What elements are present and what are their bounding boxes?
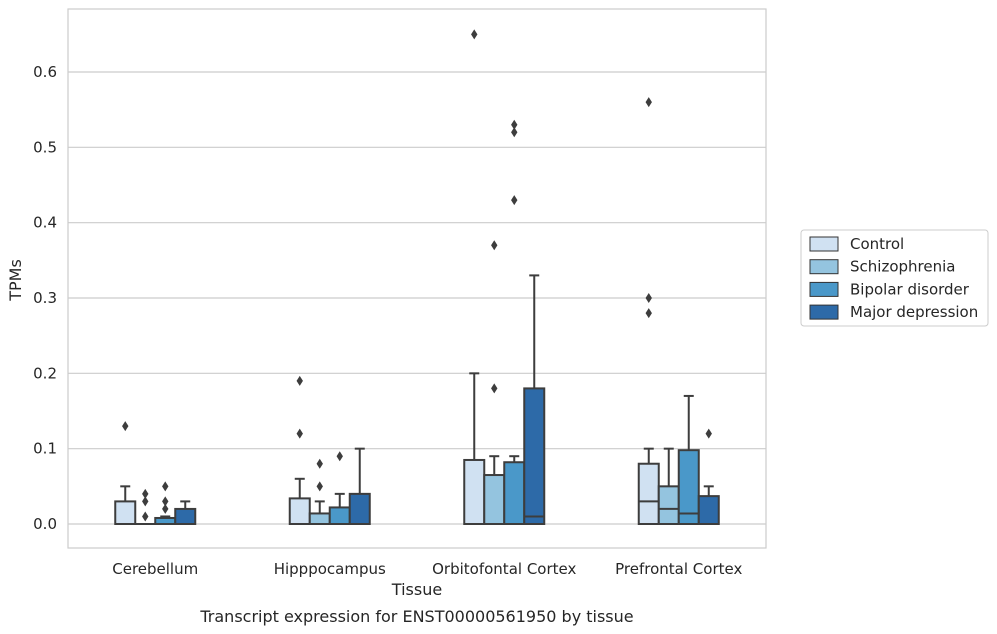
- outlier-point: [296, 375, 303, 386]
- outlier-point: [705, 428, 712, 439]
- y-tick-label: 0.0: [33, 515, 57, 533]
- legend-item-control: Control: [809, 235, 904, 253]
- box-body: [308, 512, 331, 525]
- box-control: [637, 97, 660, 526]
- box-major-depression: [697, 428, 720, 526]
- box-major-depression: [348, 447, 371, 526]
- legend-item-schizophrenia: Schizophrenia: [809, 258, 955, 276]
- legend-label: Schizophrenia: [850, 258, 955, 276]
- y-tick-label: 0.3: [33, 289, 57, 307]
- x-tick-label: Orbitofontal Cortex: [432, 560, 576, 578]
- box-body: [657, 485, 680, 526]
- legend-swatch: [809, 304, 839, 320]
- x-tick-label: Hipppocampus: [274, 560, 386, 578]
- outlier-point: [316, 481, 323, 492]
- box-body: [677, 449, 700, 526]
- box-group-cerebellum: [114, 421, 197, 526]
- legend: Control Schizophrenia Bipolar disorder Majo…: [800, 229, 989, 327]
- x-tick-label: Prefrontal Cortex: [615, 560, 742, 578]
- box-control: [114, 421, 137, 525]
- outlier-point: [645, 308, 652, 319]
- box-schizophrenia: [308, 458, 331, 525]
- y-tick-label: 0.5: [33, 138, 57, 156]
- outlier-point: [645, 97, 652, 108]
- legend-frame: [800, 229, 989, 327]
- chart-caption: Transcript expression for ENST0000056195…: [199, 607, 633, 626]
- x-axis-label: Tissue: [391, 580, 442, 599]
- box-body: [328, 506, 351, 525]
- outlier-point: [491, 240, 498, 251]
- box-body: [348, 492, 371, 526]
- outlier-point: [296, 428, 303, 439]
- outlier-point: [511, 127, 518, 138]
- legend-swatch: [809, 236, 839, 252]
- gridlines: [68, 71, 766, 525]
- box-control: [463, 29, 486, 526]
- y-tick-label: 0.6: [33, 63, 57, 81]
- box-body: [697, 495, 720, 526]
- box-body: [523, 387, 546, 525]
- outlier-point: [142, 496, 149, 507]
- box-bipolar-disorder: [503, 119, 526, 525]
- box-group-prefrontal-cortex: [637, 97, 720, 526]
- outlier-point: [511, 195, 518, 206]
- outlier-point: [142, 511, 149, 522]
- outlier-point: [122, 421, 129, 432]
- box-major-depression: [174, 500, 197, 525]
- box-body: [174, 507, 197, 525]
- box-schizophrenia: [134, 488, 157, 526]
- outlier-point: [511, 119, 518, 130]
- legend-item-bipolar-disorder: Bipolar disorder: [809, 280, 970, 298]
- outlier-point: [162, 503, 169, 514]
- outlier-point: [316, 458, 323, 469]
- outlier-point: [471, 29, 478, 40]
- box-groups: [114, 29, 720, 526]
- y-tick-label: 0.4: [33, 214, 57, 232]
- box-body: [288, 497, 311, 525]
- outlier-point: [142, 488, 149, 499]
- box-bipolar-disorder: [154, 481, 177, 525]
- y-tick-label: 0.2: [33, 364, 57, 382]
- box-schizophrenia: [657, 447, 680, 526]
- box-body: [114, 500, 137, 525]
- legend-label: Major depression: [850, 303, 978, 321]
- legend-label: Bipolar disorder: [850, 280, 970, 298]
- outlier-point: [162, 496, 169, 507]
- legend-swatch: [809, 259, 839, 275]
- x-axis-ticks: Cerebellum Hipppocampus Orbitofontal Corte…: [112, 560, 742, 578]
- legend-item-major-depression: Major depression: [809, 303, 978, 321]
- box-group-orbitofontal-cortex: [463, 29, 546, 526]
- box-major-depression: [523, 274, 546, 525]
- box-bipolar-disorder: [677, 394, 700, 526]
- box-body: [503, 461, 526, 525]
- box-control: [288, 375, 311, 525]
- x-tick-label: Cerebellum: [112, 560, 198, 578]
- y-tick-label: 0.1: [33, 440, 57, 458]
- legend-label: Control: [850, 235, 904, 253]
- outlier-point: [162, 481, 169, 492]
- box-body: [463, 458, 486, 526]
- y-axis-label: TPMs: [6, 259, 25, 302]
- box-schizophrenia: [483, 240, 506, 525]
- outlier-point: [491, 383, 498, 394]
- y-axis-ticks: 0.0 0.1 0.2 0.3 0.4 0.5 0.6: [33, 63, 57, 533]
- box-body: [483, 474, 506, 525]
- box-body: [637, 462, 660, 526]
- plot-frame: [67, 8, 767, 549]
- legend-swatch: [809, 281, 839, 297]
- box-group-hipppocampus: [288, 375, 371, 526]
- outlier-point: [336, 451, 343, 462]
- box-bipolar-disorder: [328, 451, 351, 525]
- outlier-point: [645, 293, 652, 303]
